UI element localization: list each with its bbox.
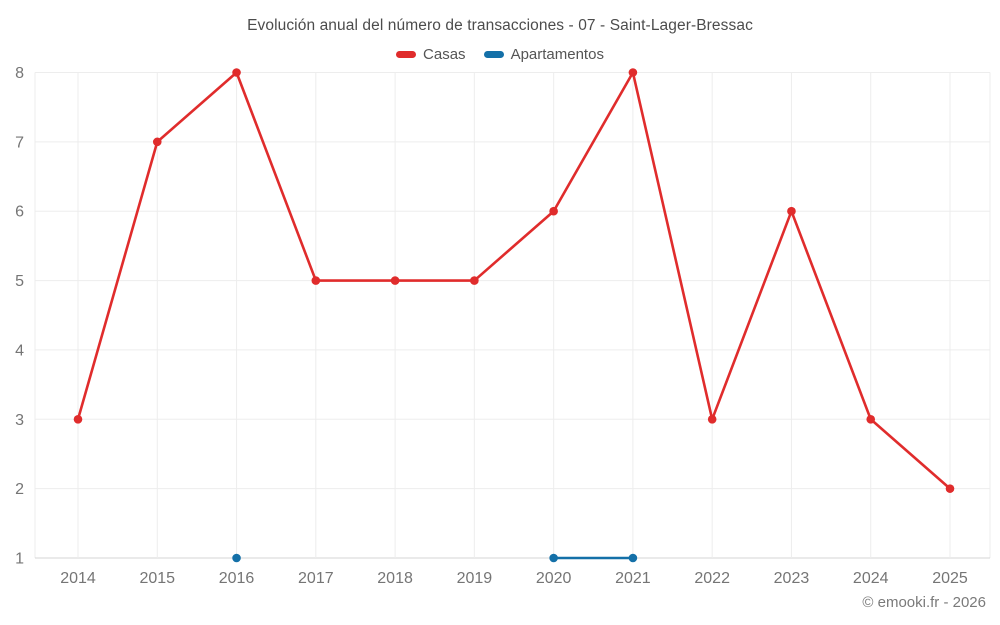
svg-text:2025: 2025 bbox=[932, 570, 968, 587]
legend: Casas Apartamentos bbox=[0, 46, 1000, 63]
svg-text:2: 2 bbox=[15, 481, 24, 498]
svg-text:2022: 2022 bbox=[694, 570, 730, 587]
legend-label-apartamentos: Apartamentos bbox=[510, 46, 604, 63]
svg-text:2016: 2016 bbox=[219, 570, 255, 587]
svg-text:2021: 2021 bbox=[615, 570, 651, 587]
svg-text:2014: 2014 bbox=[60, 570, 96, 587]
svg-text:3: 3 bbox=[15, 412, 24, 429]
svg-text:2020: 2020 bbox=[536, 570, 572, 587]
svg-text:8: 8 bbox=[15, 65, 24, 82]
legend-item-apartamentos[interactable]: Apartamentos bbox=[483, 46, 604, 63]
casas-swatch-icon bbox=[396, 51, 417, 58]
svg-text:2024: 2024 bbox=[853, 570, 889, 587]
svg-text:2015: 2015 bbox=[139, 570, 175, 587]
copyright-text: © emooki.fr - 2026 bbox=[862, 594, 986, 611]
svg-text:7: 7 bbox=[15, 134, 24, 151]
legend-item-casas[interactable]: Casas bbox=[396, 46, 466, 63]
legend-label-casas: Casas bbox=[423, 46, 466, 63]
svg-text:1: 1 bbox=[15, 551, 24, 568]
svg-text:5: 5 bbox=[15, 273, 24, 290]
chart-title: Evolución anual del número de transaccio… bbox=[247, 17, 753, 34]
svg-text:2018: 2018 bbox=[377, 570, 413, 587]
svg-text:2019: 2019 bbox=[457, 570, 493, 587]
svg-text:2017: 2017 bbox=[298, 570, 334, 587]
apartamentos-swatch-icon bbox=[483, 51, 504, 58]
svg-text:6: 6 bbox=[15, 204, 24, 221]
svg-text:4: 4 bbox=[15, 342, 24, 359]
svg-text:2023: 2023 bbox=[774, 570, 810, 587]
